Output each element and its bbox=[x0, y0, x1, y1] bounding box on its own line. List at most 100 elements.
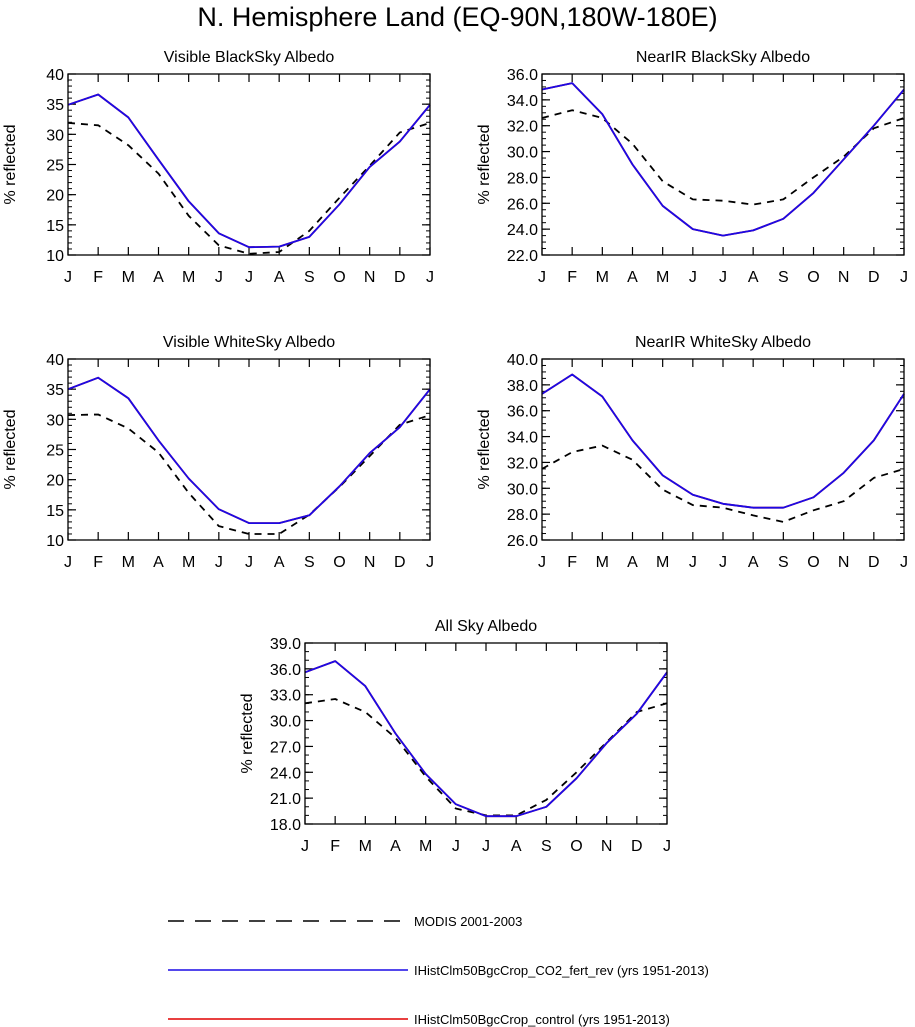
y-axis-label: % reflected bbox=[2, 409, 19, 489]
y-tick-label: 21.0 bbox=[270, 791, 301, 808]
y-tick-label: 40 bbox=[46, 352, 64, 369]
y-tick-label: 30 bbox=[46, 412, 64, 429]
panel-title: NearIR WhiteSky Albedo bbox=[635, 334, 811, 351]
y-tick-label: 34.0 bbox=[507, 93, 538, 110]
legend-label: MODIS 2001-2003 bbox=[414, 914, 522, 929]
x-tick-label: J bbox=[900, 554, 908, 571]
series-line-control bbox=[67, 93, 431, 249]
y-tick-label: 28.0 bbox=[507, 170, 538, 187]
y-tick-label: 38.0 bbox=[507, 378, 538, 395]
y-axis-label: % reflected bbox=[2, 124, 19, 204]
x-tick-label: S bbox=[304, 554, 315, 571]
x-tick-label: A bbox=[274, 554, 285, 571]
x-tick-label: F bbox=[567, 269, 577, 286]
y-tick-label: 32.0 bbox=[507, 455, 538, 472]
y-tick-label: 22.0 bbox=[507, 248, 538, 265]
x-tick-label: D bbox=[868, 554, 880, 571]
y-tick-label: 20 bbox=[46, 188, 64, 205]
plot-frame bbox=[541, 73, 905, 256]
x-tick-label: M bbox=[182, 554, 195, 571]
x-tick-label: A bbox=[627, 554, 638, 571]
series-line-control bbox=[541, 82, 905, 237]
x-tick-label: D bbox=[631, 838, 643, 855]
x-tick-label: J bbox=[538, 554, 546, 571]
x-tick-label: J bbox=[64, 269, 72, 286]
series-line-co2-fert-rev bbox=[304, 660, 668, 818]
x-tick-label: N bbox=[838, 554, 850, 571]
x-tick-label: J bbox=[426, 554, 434, 571]
y-tick-label: 26.0 bbox=[507, 533, 538, 550]
x-tick-label: M bbox=[182, 269, 195, 286]
y-tick-label: 28.0 bbox=[507, 507, 538, 524]
panel-4: NearIR WhiteSky Albedo % reflected 26.0 28.… bbox=[476, 334, 908, 571]
x-tick-label: A bbox=[274, 269, 285, 286]
x-tick-label: M bbox=[122, 554, 135, 571]
y-tick-label: 30.0 bbox=[270, 714, 301, 731]
panel-2: NearIR BlackSky Albedo % reflected 22.0 24.… bbox=[476, 49, 908, 286]
legend-label: IHistClm50BgcCrop_CO2_fert_rev (yrs 1951… bbox=[414, 963, 709, 978]
x-tick-label: J bbox=[452, 838, 460, 855]
y-tick-label: 36.0 bbox=[270, 662, 301, 679]
x-tick-label: N bbox=[838, 269, 850, 286]
x-tick-label: J bbox=[215, 269, 223, 286]
y-tick-label: 36.0 bbox=[507, 404, 538, 421]
x-tick-label: N bbox=[364, 554, 376, 571]
y-tick-label: 35 bbox=[46, 382, 64, 399]
y-axis-label: % reflected bbox=[476, 124, 493, 204]
x-tick-label: O bbox=[333, 269, 345, 286]
x-tick-label: M bbox=[596, 554, 609, 571]
y-tick-label: 10 bbox=[46, 248, 64, 265]
x-tick-label: O bbox=[333, 554, 345, 571]
x-tick-label: A bbox=[153, 554, 164, 571]
series-line-co2-fert-rev bbox=[541, 82, 905, 237]
x-tick-label: N bbox=[364, 269, 376, 286]
y-tick-label: 39.0 bbox=[270, 636, 301, 653]
y-tick-label: 15 bbox=[46, 503, 64, 520]
x-tick-label: J bbox=[482, 838, 490, 855]
y-tick-label: 33.0 bbox=[270, 688, 301, 705]
x-tick-label: M bbox=[656, 554, 669, 571]
y-tick-label: 15 bbox=[46, 218, 64, 235]
x-tick-label: A bbox=[748, 269, 759, 286]
x-tick-label: F bbox=[567, 554, 577, 571]
x-tick-label: S bbox=[541, 838, 552, 855]
y-tick-label: 35 bbox=[46, 97, 64, 114]
x-tick-label: A bbox=[627, 269, 638, 286]
y-tick-label: 10 bbox=[46, 533, 64, 550]
y-tick-label: 40.0 bbox=[507, 352, 538, 369]
x-tick-label: J bbox=[215, 554, 223, 571]
y-tick-label: 27.0 bbox=[270, 739, 301, 756]
x-tick-label: D bbox=[868, 269, 880, 286]
x-tick-label: A bbox=[511, 838, 522, 855]
x-tick-label: D bbox=[394, 554, 406, 571]
x-tick-label: M bbox=[122, 269, 135, 286]
x-tick-label: S bbox=[778, 269, 789, 286]
x-tick-label: A bbox=[748, 554, 759, 571]
x-tick-label: F bbox=[93, 269, 103, 286]
x-tick-label: J bbox=[301, 838, 309, 855]
x-tick-label: J bbox=[245, 554, 253, 571]
y-axis-label: % reflected bbox=[239, 693, 256, 773]
x-tick-label: J bbox=[538, 269, 546, 286]
y-tick-label: 30.0 bbox=[507, 145, 538, 162]
x-tick-label: J bbox=[900, 269, 908, 286]
figure-title: N. Hemisphere Land (EQ-90N,180W-180E) bbox=[197, 2, 718, 32]
series-line-control bbox=[67, 376, 431, 524]
panel-1: Visible BlackSky Albedo % reflected 10 15 20… bbox=[2, 49, 434, 286]
x-tick-label: O bbox=[807, 554, 819, 571]
x-tick-label: M bbox=[596, 269, 609, 286]
series-line-modis bbox=[304, 698, 668, 817]
panel-3: Visible WhiteSky Albedo % reflected 10 15 20… bbox=[2, 334, 434, 571]
y-tick-label: 30 bbox=[46, 127, 64, 144]
x-tick-label: J bbox=[719, 269, 727, 286]
series-line-co2-fert-rev bbox=[67, 93, 431, 249]
x-tick-label: J bbox=[689, 554, 697, 571]
y-tick-label: 24.0 bbox=[270, 765, 301, 782]
plot-frame bbox=[541, 358, 905, 541]
series-line-modis bbox=[67, 413, 431, 535]
x-tick-label: M bbox=[359, 838, 372, 855]
x-tick-label: S bbox=[304, 269, 315, 286]
plot-frame bbox=[304, 642, 668, 825]
panel-5: All Sky Albedo % reflected 18.0 21.0 24.0 27.… bbox=[239, 618, 671, 855]
